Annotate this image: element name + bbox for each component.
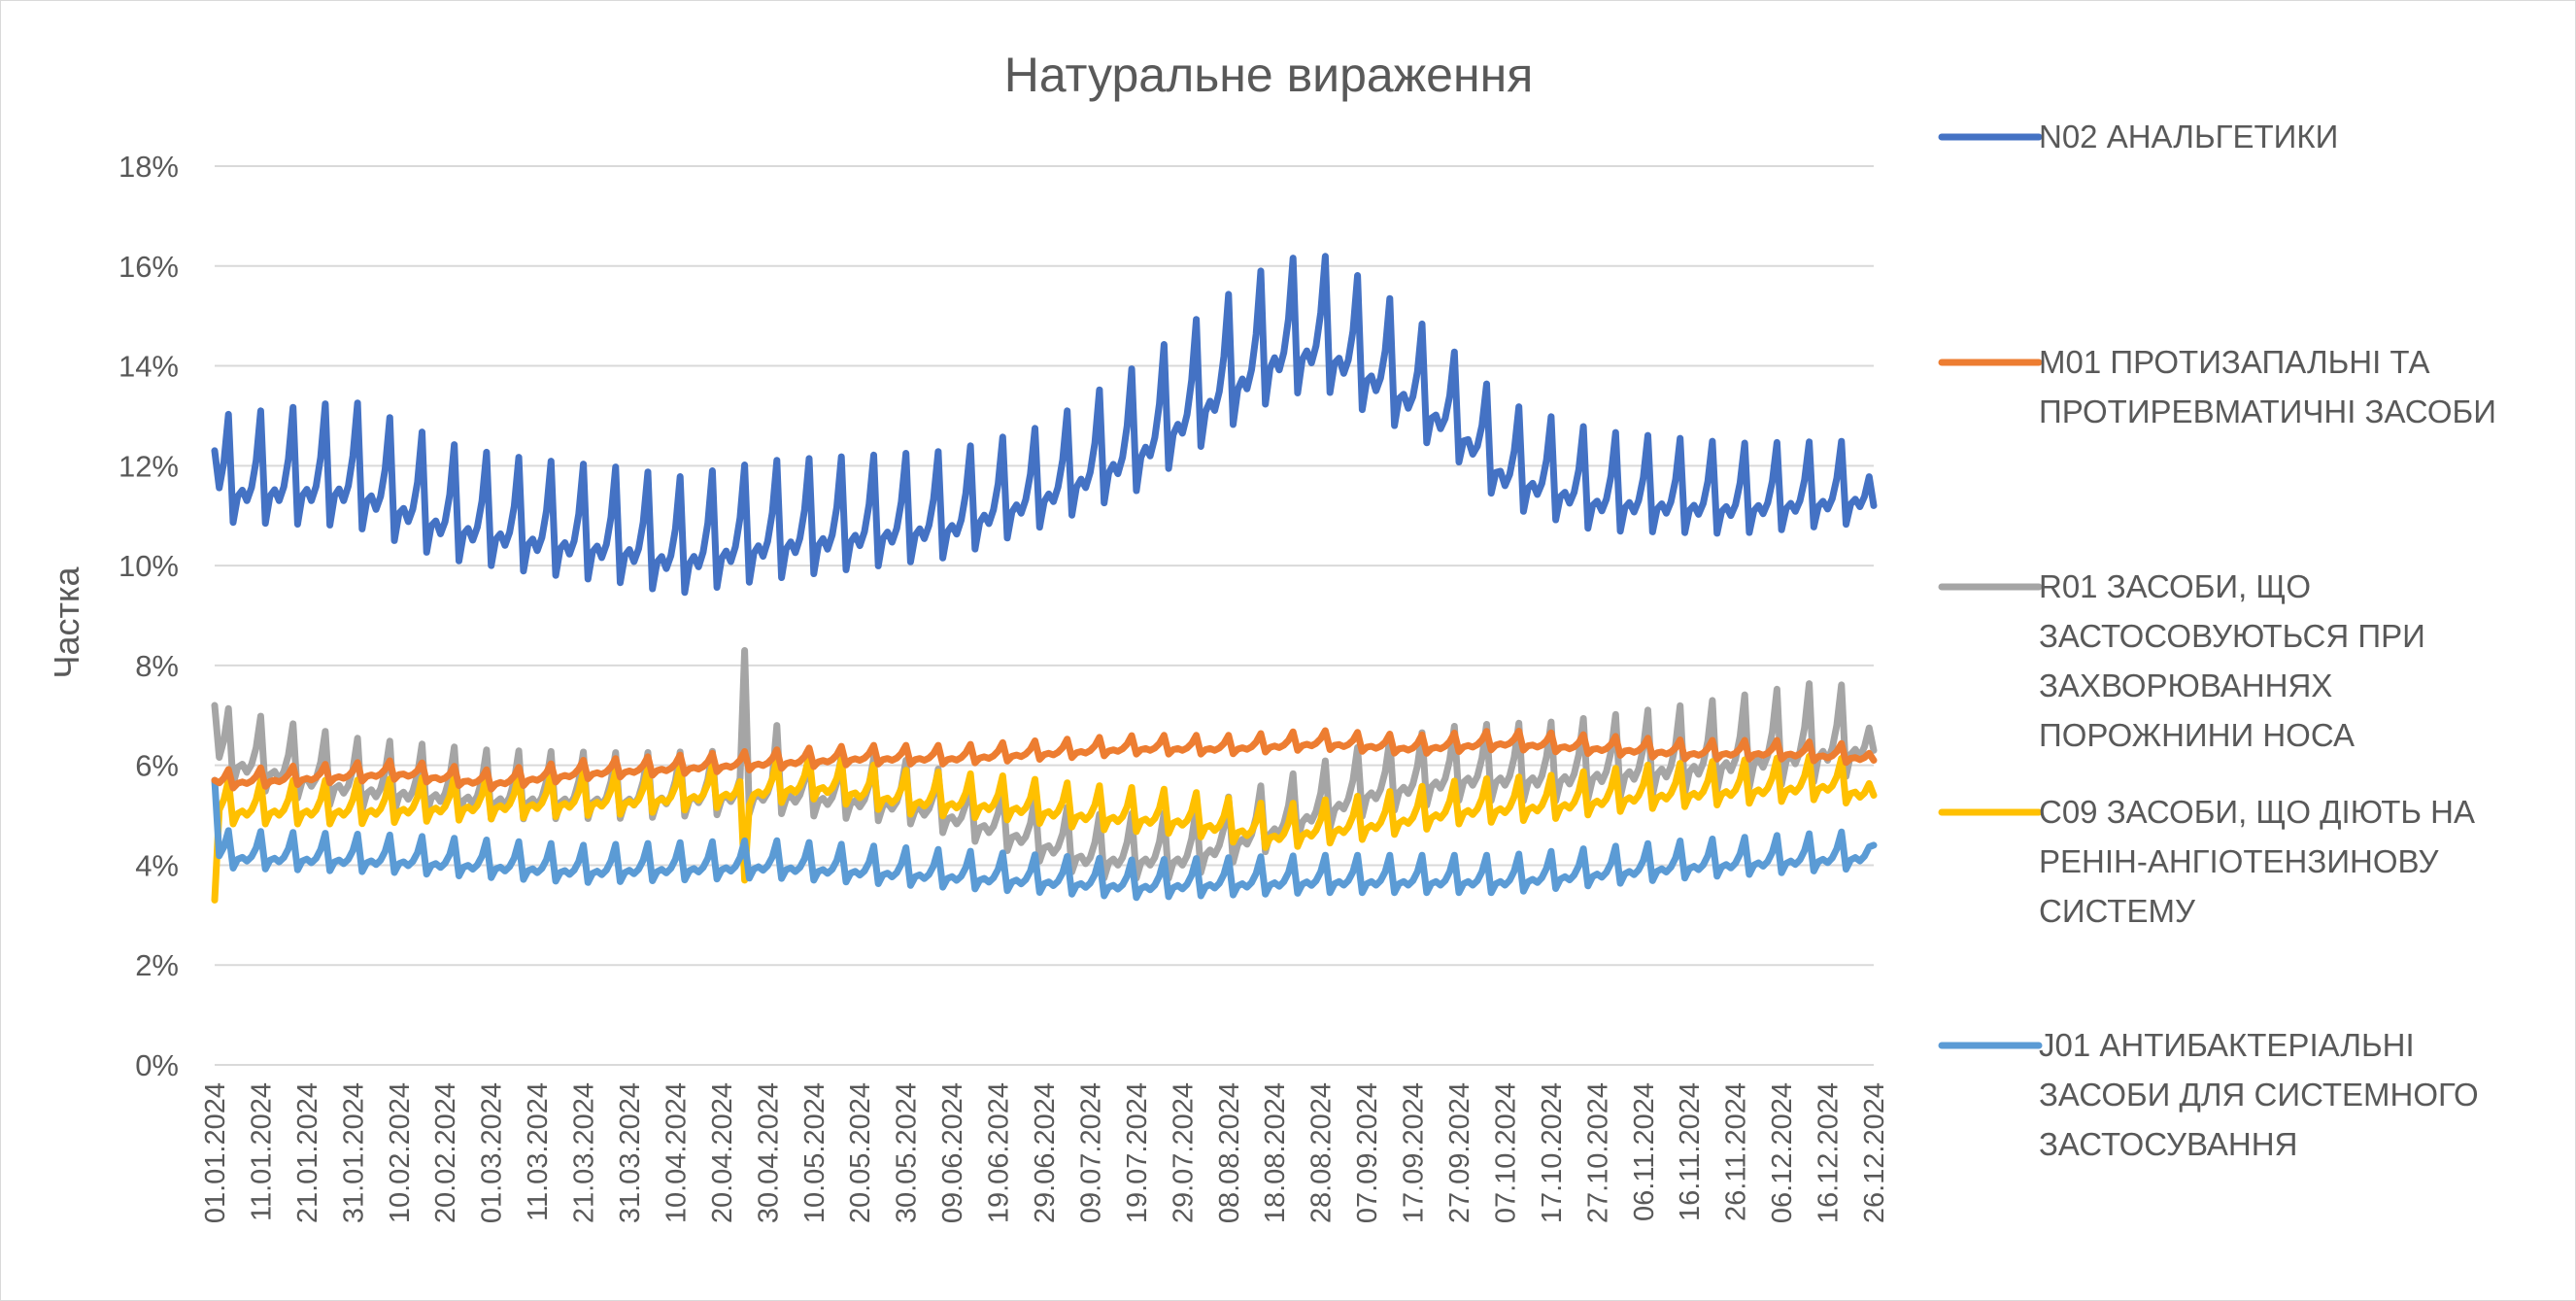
- x-tick-label: 10.05.2024: [799, 1082, 830, 1223]
- x-axis-ticks: 01.01.2024 11.01.2024 21.01.2024 31.01.2024…: [200, 1082, 1890, 1223]
- x-tick-label: 10.04.2024: [661, 1082, 692, 1223]
- x-tick-label: 01.03.2024: [477, 1082, 508, 1223]
- x-tick-label: 11.01.2024: [246, 1082, 277, 1221]
- y-tick-label: 8%: [135, 649, 179, 683]
- x-tick-label: 21.03.2024: [569, 1082, 600, 1223]
- x-tick-label: 29.06.2024: [1030, 1082, 1061, 1223]
- x-tick-label: 10.02.2024: [385, 1082, 416, 1223]
- y-tick-label: 16%: [119, 250, 179, 284]
- y-tick-label: 14%: [119, 350, 179, 384]
- x-tick-label: 01.01.2024: [200, 1082, 231, 1223]
- legend-label: R01 ЗАСОБИ, ЩО ЗАСТОСОВУЮТЬСЯ ПРИ ЗАХВОРЮВ…: [2039, 568, 2425, 753]
- x-tick-label: 20.05.2024: [845, 1082, 876, 1223]
- x-tick-label: 20.04.2024: [707, 1082, 738, 1223]
- x-tick-label: 20.02.2024: [430, 1082, 461, 1223]
- x-tick-label: 28.08.2024: [1306, 1082, 1338, 1223]
- x-tick-label: 26.12.2024: [1859, 1082, 1890, 1223]
- x-tick-label: 27.09.2024: [1444, 1082, 1475, 1223]
- y-tick-label: 4%: [135, 848, 179, 882]
- x-tick-label: 31.03.2024: [615, 1082, 646, 1223]
- legend-label: N02 АНАЛЬГЕТИКИ: [2039, 119, 2338, 154]
- x-tick-label: 19.06.2024: [984, 1082, 1015, 1223]
- x-tick-label: 16.11.2024: [1675, 1082, 1706, 1221]
- series-line: [211, 253, 1878, 597]
- y-axis-label: Частка: [47, 565, 86, 678]
- x-tick-label: 17.09.2024: [1399, 1082, 1430, 1223]
- series-line: [211, 727, 1878, 793]
- x-tick-label: 11.03.2024: [523, 1082, 554, 1221]
- x-tick-label: 26.11.2024: [1721, 1082, 1752, 1221]
- x-tick-label: 06.12.2024: [1767, 1082, 1798, 1223]
- x-tick-label: 16.12.2024: [1813, 1082, 1845, 1223]
- legend-label: M01 ПРОТИЗАПАЛЬНІ ТА ПРОТИРЕВМАТИЧНІ ЗАСО…: [2039, 344, 2496, 429]
- x-tick-label: 09.07.2024: [1075, 1082, 1106, 1223]
- y-tick-label: 2%: [135, 948, 179, 982]
- series-line: [211, 752, 1878, 904]
- x-tick-label: 07.09.2024: [1352, 1082, 1383, 1223]
- y-tick-label: 6%: [135, 749, 179, 783]
- y-tick-label: 12%: [119, 449, 179, 483]
- x-tick-label: 17.10.2024: [1537, 1082, 1568, 1223]
- chart-title: Натуральне вираження: [1004, 48, 1534, 102]
- x-tick-label: 31.01.2024: [338, 1082, 369, 1223]
- series-lines: [211, 253, 1878, 904]
- y-tick-label: 10%: [119, 549, 179, 583]
- x-tick-label: 30.05.2024: [892, 1082, 923, 1223]
- gridlines: [215, 165, 1874, 1066]
- legend-label: C09 ЗАСОБИ, ЩО ДІЮТЬ НА РЕНІН-АНГІОТЕНЗИН…: [2039, 794, 2475, 929]
- y-axis-ticks: 0% 2% 4% 6% 8% 10% 12% 14% 16% 18%: [119, 150, 179, 1082]
- x-tick-label: 06.11.2024: [1629, 1082, 1660, 1221]
- x-tick-label: 21.01.2024: [292, 1082, 323, 1223]
- x-tick-label: 19.07.2024: [1122, 1082, 1153, 1223]
- x-tick-label: 27.10.2024: [1582, 1082, 1613, 1223]
- y-tick-label: 0%: [135, 1048, 179, 1082]
- x-tick-label: 30.04.2024: [753, 1082, 784, 1223]
- x-tick-label: 07.10.2024: [1490, 1082, 1521, 1223]
- x-tick-label: 18.08.2024: [1260, 1082, 1291, 1223]
- series-line: [211, 776, 1878, 902]
- legend: N02 АНАЛЬГЕТИКИ M01 ПРОТИЗАПАЛЬНІ ТА ПРОТИ…: [1938, 119, 2496, 1162]
- x-tick-label: 29.07.2024: [1168, 1082, 1199, 1223]
- y-tick-label: 18%: [119, 150, 179, 184]
- legend-label: J01 АНТИБАКТЕРІАЛЬНІ ЗАСОБИ ДЛЯ СИСТЕМНОГ…: [2039, 1027, 2479, 1162]
- x-tick-label: 09.06.2024: [937, 1082, 968, 1223]
- x-tick-label: 08.08.2024: [1214, 1082, 1245, 1223]
